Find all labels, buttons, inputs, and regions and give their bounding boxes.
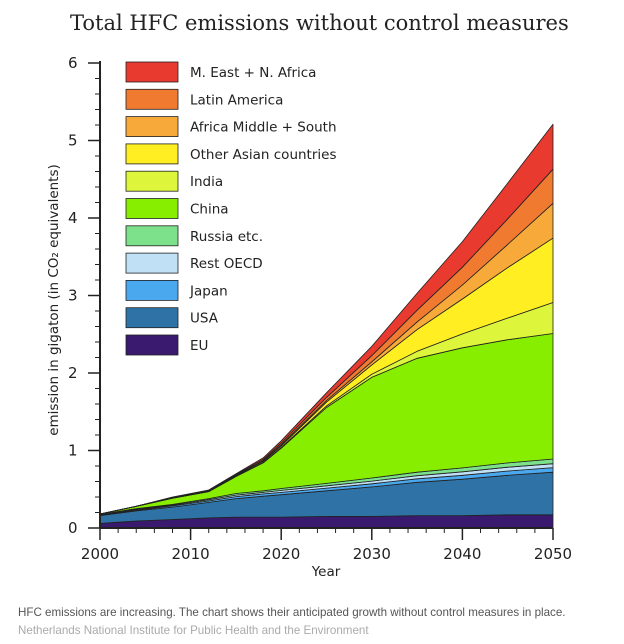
legend-swatch-india <box>125 170 179 192</box>
legend-label-africa-middle-south: Africa Middle + South <box>190 120 337 136</box>
area-m-east-n-africa <box>99 123 554 515</box>
y-tick-label: 5 <box>68 132 78 150</box>
legend-label-rest-oecd: Rest OECD <box>190 256 263 272</box>
hfc-emissions-chart: Total HFC emissions without control meas… <box>46 11 572 580</box>
legend-label-china: China <box>190 202 229 218</box>
x-tick-label: 2040 <box>443 545 481 563</box>
legend-swatch-usa <box>125 307 179 329</box>
legend-swatch-rest-oecd <box>125 252 179 274</box>
legend-label-russia-etc: Russia etc. <box>190 229 263 245</box>
x-tick-label: 2020 <box>262 545 300 563</box>
legend-label-india: India <box>190 174 223 190</box>
legend-swatch-japan <box>125 279 179 301</box>
y-tick-label: 0 <box>68 519 78 537</box>
figure-caption: HFC emissions are increasing. The chart … <box>18 604 614 640</box>
legend-label-usa: USA <box>190 311 219 327</box>
legend-swatch-m-east-n-africa <box>125 61 179 83</box>
legend-swatch-latin-america <box>125 88 179 110</box>
chart-title: Total HFC emissions without control meas… <box>70 11 569 35</box>
legend-swatch-eu <box>125 334 179 356</box>
x-tick-label: 2010 <box>172 545 210 563</box>
legend: M. East + N. Africa Latin America Africa M… <box>125 61 337 356</box>
legend-label-japan: Japan <box>189 283 228 299</box>
x-axis-label: Year <box>311 564 341 580</box>
x-tick-label: 2050 <box>534 545 572 563</box>
y-tick-label: 6 <box>68 54 78 72</box>
x-tick-label: 2000 <box>81 545 119 563</box>
y-tick-label: 4 <box>68 209 78 227</box>
y-tick-label: 3 <box>68 287 78 305</box>
caption-text: HFC emissions are increasing. The chart … <box>18 606 566 619</box>
legend-label-latin-america: Latin America <box>190 92 283 108</box>
legend-label-eu: EU <box>190 338 208 354</box>
y-tick-label: 2 <box>68 364 78 382</box>
x-tick-label: 2030 <box>353 545 391 563</box>
legend-swatch-china <box>125 198 179 219</box>
legend-swatch-africa-middle-south <box>125 116 179 137</box>
axes: 0 1 2 3 4 5 6 2000 2010 2020 2030 2040 2050 <box>68 54 572 563</box>
y-axis-label: emission in gigaton (in CO₂ equivalents) <box>46 164 62 436</box>
area-layers <box>99 123 554 529</box>
legend-label-other-asian-countries: Other Asian countries <box>190 147 337 163</box>
legend-swatch-russia-etc <box>125 225 179 247</box>
legend-label-m-east-n-africa: M. East + N. Africa <box>190 65 316 81</box>
legend-swatch-other-asian-countries <box>125 143 179 165</box>
caption-source: Netherlands National Institute for Publi… <box>18 624 369 637</box>
y-tick-label: 1 <box>68 442 78 460</box>
